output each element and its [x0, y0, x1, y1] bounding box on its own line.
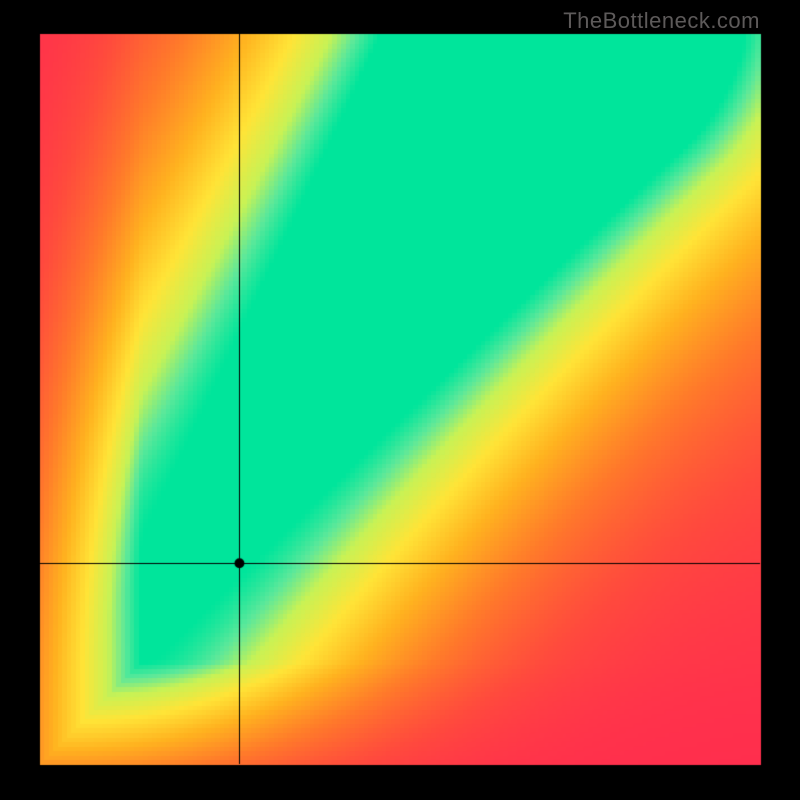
heatmap-canvas [0, 0, 800, 800]
watermark-text: TheBottleneck.com [563, 8, 760, 34]
chart-wrapper: TheBottleneck.com [0, 0, 800, 800]
